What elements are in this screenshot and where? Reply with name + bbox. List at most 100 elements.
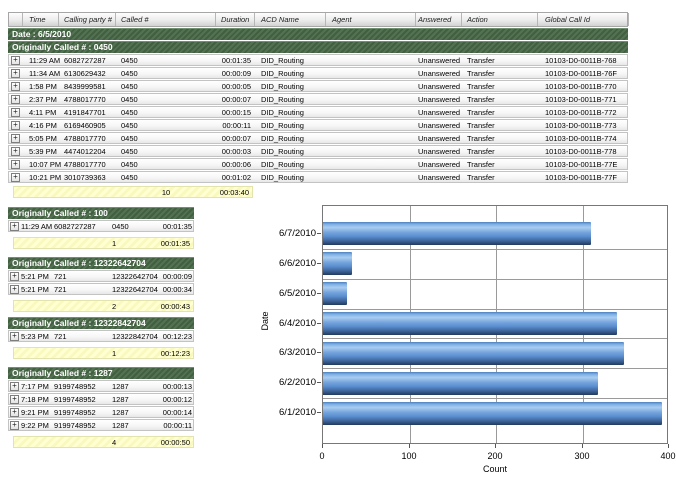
cell-duration: 00:00:07 bbox=[221, 134, 251, 143]
expand-button[interactable]: + bbox=[10, 222, 19, 231]
expand-button[interactable]: + bbox=[11, 56, 20, 65]
group-summary-row: 4 00:00:50 bbox=[13, 436, 194, 448]
x-axis-title: Count bbox=[482, 464, 508, 474]
group-summary-row: 1 00:12:23 bbox=[13, 347, 194, 359]
table-row[interactable]: +9:21 PM 9199748952 1287 00:00:14 bbox=[8, 406, 194, 418]
y-tick-mark bbox=[317, 412, 321, 413]
cell-called: 12322842704 bbox=[112, 332, 158, 341]
table-row[interactable]: +4:11 PM 4191847701 0450 00:00:15 DID_Routin… bbox=[8, 106, 628, 118]
header-cell-calling-party-[interactable]: Calling party # bbox=[59, 13, 116, 26]
called-group-header: Originally Called # : 1287 bbox=[8, 367, 194, 379]
expand-button[interactable]: + bbox=[11, 173, 20, 182]
expand-button[interactable]: + bbox=[10, 332, 19, 341]
plus-icon: + bbox=[13, 172, 18, 181]
table-row[interactable]: +10:21 PM 3010739363 0450 00:01:02 DID_Routi… bbox=[8, 171, 628, 183]
table-row[interactable]: +11:29 AM 6082727287 0450 00:01:35 DID_Routi… bbox=[8, 54, 628, 66]
y-category-label: 6/2/2010 bbox=[279, 377, 316, 388]
cell-calling_party: 3010739363 bbox=[64, 173, 106, 182]
table-row[interactable]: +5:23 PM 721 12322842704 00:12:23 bbox=[8, 330, 194, 342]
header-cell-expand[interactable] bbox=[9, 13, 23, 26]
header-cell-acd-name[interactable]: ACD Name bbox=[255, 13, 326, 26]
cell-called: 1287 bbox=[112, 395, 129, 404]
table-row[interactable]: +1:58 PM 8439999581 0450 00:00:05 DID_Routin… bbox=[8, 80, 628, 92]
table-row[interactable]: +5:21 PM 721 12322642704 00:00:09 bbox=[8, 270, 194, 282]
table-row[interactable]: +5:21 PM 721 12322642704 00:00:34 bbox=[8, 283, 194, 295]
cell-time: 10:07 PM bbox=[29, 160, 62, 169]
expand-button[interactable]: + bbox=[11, 69, 20, 78]
table-row[interactable]: +11:29 AM 6082727287 0450 00:01:35 bbox=[8, 220, 194, 232]
cell-time: 9:22 PM bbox=[21, 421, 49, 430]
table-row[interactable]: +9:22 PM 9199748952 1287 00:00:11 bbox=[8, 419, 194, 431]
cell-acd_name: DID_Routing bbox=[261, 108, 304, 117]
plus-icon: + bbox=[12, 221, 17, 230]
expand-button[interactable]: + bbox=[10, 395, 19, 404]
expand-button[interactable]: + bbox=[11, 121, 20, 130]
cell-calling_party: 6169460905 bbox=[64, 121, 106, 130]
table-row[interactable]: +10:07 PM 4788017770 0450 00:00:06 DID_Routi… bbox=[8, 158, 628, 170]
table-row[interactable]: +5:39 PM 4474012204 0450 00:00:03 DID_Routin… bbox=[8, 145, 628, 157]
header-cell-answered[interactable]: Answered bbox=[416, 13, 462, 26]
cell-answered: Unanswered bbox=[418, 134, 461, 143]
table-row[interactable]: +5:05 PM 4788017770 0450 00:00:07 DID_Routin… bbox=[8, 132, 628, 144]
expand-button[interactable]: + bbox=[11, 160, 20, 169]
cell-action: Transfer bbox=[467, 173, 495, 182]
plus-icon: + bbox=[12, 420, 17, 429]
cell-time: 10:21 PM bbox=[29, 173, 62, 182]
expand-button[interactable]: + bbox=[11, 147, 20, 156]
plus-icon: + bbox=[13, 146, 18, 155]
cell-calling_party: 721 bbox=[54, 332, 67, 341]
expand-button[interactable]: + bbox=[11, 95, 20, 104]
y-category-label: 6/5/2010 bbox=[279, 288, 316, 299]
header-cell-action[interactable]: Action bbox=[462, 13, 538, 26]
table-row[interactable]: +7:17 PM 9199748952 1287 00:00:13 bbox=[8, 380, 194, 392]
cell-calling_party: 4191847701 bbox=[64, 108, 106, 117]
cell-answered: Unanswered bbox=[418, 69, 461, 78]
header-cell-time[interactable]: Time bbox=[23, 13, 59, 26]
group-summary-row: 1 00:01:35 bbox=[13, 237, 194, 249]
x-tick-label: 200 bbox=[487, 451, 503, 461]
table-row[interactable]: +4:16 PM 6169460905 0450 00:00:11 DID_Routin… bbox=[8, 119, 628, 131]
cell-global_call_id: 10103-D0-0011B-772 bbox=[545, 108, 617, 117]
summary-total-duration: 00:03:40 bbox=[219, 188, 249, 197]
plus-icon: + bbox=[12, 284, 17, 293]
header-cell-called-[interactable]: Called # bbox=[116, 13, 216, 26]
table-row[interactable]: +2:37 PM 4788017770 0450 00:00:07 DID_Routin… bbox=[8, 93, 628, 105]
summary-count: 1 bbox=[112, 239, 117, 248]
header-cell-global-call-id[interactable]: Global Call Id bbox=[538, 13, 629, 26]
y-category-label: 6/1/2010 bbox=[279, 407, 316, 418]
header-cell-agent[interactable]: Agent bbox=[326, 13, 416, 26]
gridline-horizontal bbox=[323, 279, 667, 280]
expand-button[interactable]: + bbox=[10, 285, 19, 294]
y-axis-title: Date bbox=[260, 311, 270, 331]
chart-plot-area bbox=[322, 205, 668, 444]
summary-total-duration: 00:00:50 bbox=[160, 438, 190, 447]
cell-acd_name: DID_Routing bbox=[261, 69, 304, 78]
gridline-horizontal bbox=[323, 338, 667, 339]
expand-button[interactable]: + bbox=[11, 134, 20, 143]
cell-answered: Unanswered bbox=[418, 160, 461, 169]
table-header-row: Time Calling party # Called # Duration ACD N… bbox=[8, 12, 629, 27]
expand-button[interactable]: + bbox=[10, 421, 19, 430]
expand-button[interactable]: + bbox=[11, 108, 20, 117]
table-row[interactable]: +11:34 AM 6130629432 0450 00:00:09 DID_Routi… bbox=[8, 67, 628, 79]
y-tick-mark bbox=[317, 263, 321, 264]
x-tick-mark bbox=[322, 444, 323, 448]
cell-calling_party: 9199748952 bbox=[54, 421, 96, 430]
cell-global_call_id: 10103-D0-0011B-76F bbox=[545, 69, 617, 78]
expand-button[interactable]: + bbox=[10, 408, 19, 417]
cell-time: 11:29 AM bbox=[21, 222, 53, 231]
cell-action: Transfer bbox=[467, 56, 495, 65]
cell-calling_party: 4788017770 bbox=[64, 134, 106, 143]
cell-time: 5:21 PM bbox=[21, 285, 49, 294]
table-row[interactable]: +7:18 PM 9199748952 1287 00:00:12 bbox=[8, 393, 194, 405]
header-cell-duration[interactable]: Duration bbox=[216, 13, 255, 26]
expand-button[interactable]: + bbox=[10, 272, 19, 281]
expand-button[interactable]: + bbox=[11, 82, 20, 91]
gridline-horizontal bbox=[323, 309, 667, 310]
group-summary-row: 10 00:03:40 bbox=[13, 186, 253, 198]
cell-calling_party: 6082727287 bbox=[54, 222, 96, 231]
expand-button[interactable]: + bbox=[10, 382, 19, 391]
cell-acd_name: DID_Routing bbox=[261, 56, 304, 65]
cell-time: 11:34 AM bbox=[29, 69, 61, 78]
plus-icon: + bbox=[13, 133, 18, 142]
